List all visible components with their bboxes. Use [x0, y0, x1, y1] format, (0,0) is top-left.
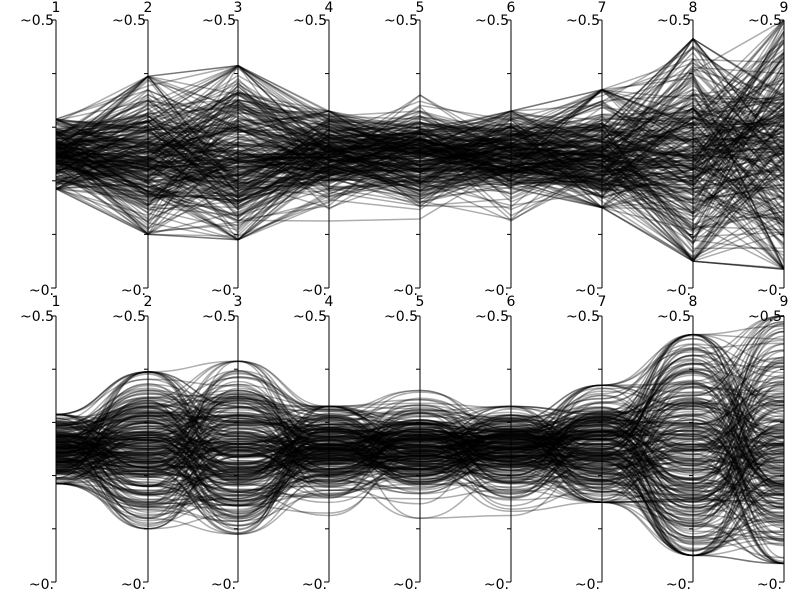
axis-bottom-label: ~0. — [211, 283, 236, 299]
axis-name-label: 5 — [416, 294, 425, 310]
axis-top-label: ~0.5 — [657, 309, 691, 325]
axis-top-label: ~0.5 — [748, 309, 782, 325]
axis-name-label: 9 — [780, 294, 789, 310]
axis-bottom-label: ~0. — [302, 283, 327, 299]
axis-name-label: 7 — [598, 294, 607, 310]
axis-top-label: ~0.5 — [202, 309, 236, 325]
axis-top-label: ~0.5 — [566, 309, 600, 325]
top-panel: 1~0.5~0.2~0.5~0.3~0.5~0.4~0.5~0.5~0.5~0.… — [20, 0, 788, 299]
axis-bottom-label: ~0. — [211, 577, 236, 593]
axis-top-label: ~0.5 — [566, 13, 600, 29]
axis-top-label: ~0.5 — [475, 309, 509, 325]
axis-name-label: 8 — [689, 294, 698, 310]
axis-top-label: ~0.5 — [112, 309, 146, 325]
axis-bottom-label: ~0. — [302, 577, 327, 593]
axis-top-label: ~0.5 — [202, 13, 236, 29]
axis-bottom-label: ~0. — [757, 577, 782, 593]
axis-name-label: 1 — [52, 294, 61, 310]
axis-bottom-label: ~0. — [757, 283, 782, 299]
axis-name-label: 2 — [144, 294, 153, 310]
axis-bottom-label: ~0. — [575, 283, 600, 299]
axis-top-label: ~0.5 — [20, 13, 54, 29]
axis-top-label: ~0.5 — [384, 13, 418, 29]
axis-bottom-label: ~0. — [666, 577, 691, 593]
axis-bottom-label: ~0. — [121, 283, 146, 299]
axis-bottom-label: ~0. — [575, 577, 600, 593]
axis-top-label: ~0.5 — [293, 309, 327, 325]
axis-bottom-label: ~0. — [484, 283, 509, 299]
axis-1: 1~0.5 ~0. — [20, 294, 60, 593]
axis-bottom-label: ~0. — [393, 283, 418, 299]
axis-bottom-label: ~0. — [29, 283, 54, 299]
axis-name-label: 4 — [325, 294, 334, 310]
axis-bottom-label: ~0. — [121, 577, 146, 593]
axis-top-label: ~0.5 — [293, 13, 327, 29]
axis-name-label: 6 — [507, 294, 516, 310]
axis-bottom-label: ~0. — [484, 577, 509, 593]
axis-top-label: ~0.5 — [112, 13, 146, 29]
axis-top-label: ~0.5 — [20, 309, 54, 325]
axis-top-label: ~0.5 — [657, 13, 691, 29]
axis-bottom-label: ~0. — [29, 577, 54, 593]
axis-top-label: ~0.5 — [475, 13, 509, 29]
bottom-panel: 1~0.5~0.2~0.5~0.3~0.5~0.4~0.5~0.5~0.5~0.… — [20, 294, 788, 593]
axis-top-label: ~0.5 — [748, 13, 782, 29]
axis-name-label: 3 — [234, 294, 243, 310]
axis-bottom-label: ~0. — [666, 283, 691, 299]
axis-top-label: ~0.5 — [384, 309, 418, 325]
axis-bottom-label: ~0. — [393, 577, 418, 593]
axis-1: 1~0.5 ~0. — [20, 0, 60, 299]
